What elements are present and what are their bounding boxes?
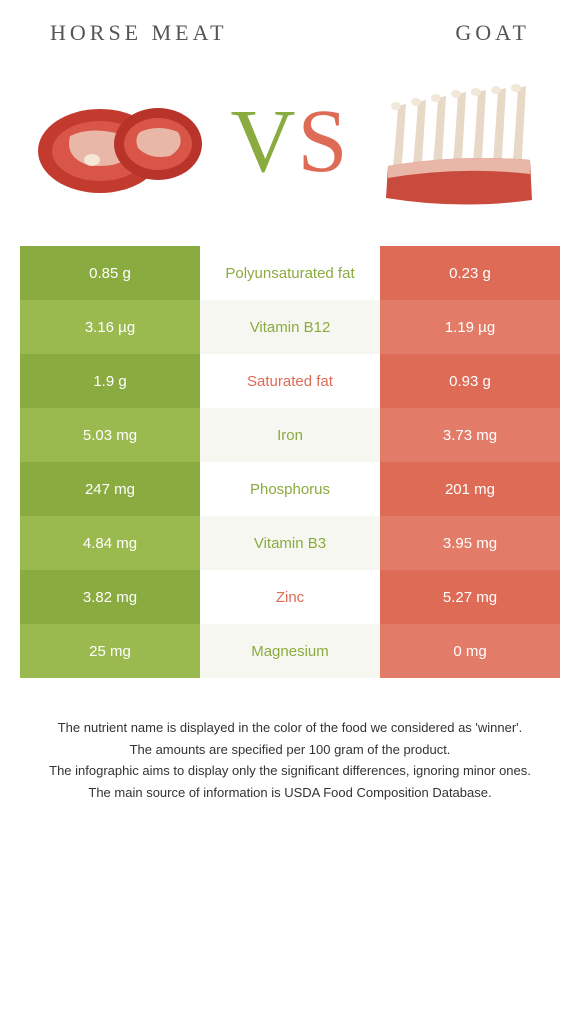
nutrient-row: 5.03 mgIron3.73 mg: [20, 408, 560, 462]
footer-line: The infographic aims to display only the…: [30, 761, 550, 781]
left-value: 0.85 g: [20, 246, 200, 300]
nutrient-name: Zinc: [200, 570, 380, 624]
footer-line: The nutrient name is displayed in the co…: [30, 718, 550, 738]
nutrient-name: Phosphorus: [200, 462, 380, 516]
horse-meat-image: [30, 66, 210, 216]
left-value: 3.82 mg: [20, 570, 200, 624]
title-row: Horse meat Goat: [20, 20, 560, 56]
left-value: 5.03 mg: [20, 408, 200, 462]
nutrient-name: Iron: [200, 408, 380, 462]
nutrient-row: 0.85 gPolyunsaturated fat0.23 g: [20, 246, 560, 300]
nutrient-row: 3.82 mgZinc5.27 mg: [20, 570, 560, 624]
right-value: 3.73 mg: [380, 408, 560, 462]
right-value: 0.23 g: [380, 246, 560, 300]
footer-line: The main source of information is USDA F…: [30, 783, 550, 803]
nutrient-row: 247 mgPhosphorus201 mg: [20, 462, 560, 516]
nutrient-row: 4.84 mgVitamin B33.95 mg: [20, 516, 560, 570]
left-value: 247 mg: [20, 462, 200, 516]
goat-meat-image: [370, 66, 550, 216]
left-food-title: Horse meat: [50, 20, 228, 46]
footer-notes: The nutrient name is displayed in the co…: [20, 718, 560, 802]
right-food-title: Goat: [455, 20, 530, 46]
nutrient-row: 25 mgMagnesium0 mg: [20, 624, 560, 678]
left-value: 4.84 mg: [20, 516, 200, 570]
nutrient-row: 3.16 µgVitamin B121.19 µg: [20, 300, 560, 354]
infographic-container: Horse meat Goat VS: [0, 0, 580, 814]
footer-line: The amounts are specified per 100 gram o…: [30, 740, 550, 760]
vs-v: V: [230, 92, 297, 191]
vs-s: S: [297, 92, 349, 191]
nutrient-table: 0.85 gPolyunsaturated fat0.23 g3.16 µgVi…: [20, 246, 560, 678]
right-value: 0 mg: [380, 624, 560, 678]
nutrient-row: 1.9 gSaturated fat0.93 g: [20, 354, 560, 408]
nutrient-name: Magnesium: [200, 624, 380, 678]
vs-label: VS: [230, 90, 349, 193]
nutrient-name: Polyunsaturated fat: [200, 246, 380, 300]
right-value: 201 mg: [380, 462, 560, 516]
right-value: 0.93 g: [380, 354, 560, 408]
right-value: 5.27 mg: [380, 570, 560, 624]
right-value: 3.95 mg: [380, 516, 560, 570]
left-value: 1.9 g: [20, 354, 200, 408]
left-value: 3.16 µg: [20, 300, 200, 354]
nutrient-name: Vitamin B12: [200, 300, 380, 354]
hero-row: VS: [20, 66, 560, 216]
nutrient-name: Vitamin B3: [200, 516, 380, 570]
nutrient-name: Saturated fat: [200, 354, 380, 408]
right-value: 1.19 µg: [380, 300, 560, 354]
left-value: 25 mg: [20, 624, 200, 678]
